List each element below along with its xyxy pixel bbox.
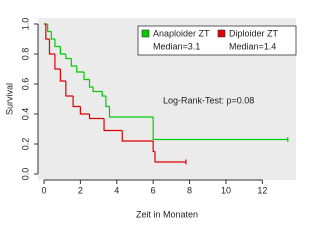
survival-step — [105, 96, 110, 108]
survival-step — [121, 130, 154, 142]
x-tick-label: 4 — [114, 185, 119, 195]
survival-step — [65, 81, 74, 97]
survival-step — [50, 31, 55, 40]
legend-swatch — [141, 29, 150, 38]
survival-step — [79, 106, 90, 115]
x-tick-label: 0 — [41, 185, 46, 195]
legend-note: Median=3.1 — [153, 41, 200, 51]
legend-box — [137, 25, 297, 56]
legend-label: Anaploider ZT — [153, 28, 210, 38]
survival-step — [59, 69, 66, 82]
y-tick-label: 1.0 — [20, 18, 30, 31]
x-tick-label: 10 — [221, 185, 231, 195]
y-tick-label: 0.8 — [20, 48, 30, 61]
survival-step — [45, 24, 50, 40]
survival-step — [59, 46, 66, 55]
x-tick-label: 12 — [257, 185, 267, 195]
chart: Survival Zeit in Monaten Log-Rank-Test: … — [4, 18, 297, 219]
y-axis-label: Survival — [4, 83, 14, 115]
y-tick-label: 0.4 — [20, 108, 30, 121]
survival-step — [70, 58, 77, 67]
survival-step — [152, 141, 155, 153]
survival-step — [72, 96, 81, 108]
x-tick-label: 6 — [151, 185, 156, 195]
survival-step — [88, 79, 94, 88]
annotation: Log-Rank-Test: p=0.08 — [163, 95, 254, 105]
survival-step — [108, 106, 154, 118]
survival-step — [101, 91, 106, 97]
survival-step — [48, 39, 55, 55]
survival-step — [154, 151, 186, 163]
y-tick-label: 0.2 — [20, 138, 30, 151]
x-tick-label: 8 — [187, 185, 192, 195]
y-tick-label: 0.6 — [20, 78, 30, 91]
legend-note: Median=1.4 — [229, 41, 276, 51]
survival-step — [76, 66, 85, 73]
survival-step — [103, 118, 123, 132]
y-tick-label: 0.0 — [20, 168, 30, 181]
x-axis-label: Zeit in Monaten — [136, 209, 198, 219]
x-tick-label: 2 — [78, 185, 83, 195]
survival-step — [92, 87, 103, 93]
survival-step — [65, 54, 72, 60]
legend-swatch — [217, 29, 226, 38]
survival-step — [88, 114, 105, 120]
survival-step — [152, 117, 288, 141]
legend-label: Diploider ZT — [229, 28, 279, 38]
survival-step — [54, 54, 61, 70]
survival-step — [83, 72, 90, 81]
survival-step — [54, 39, 61, 48]
survival-step — [47, 24, 52, 33]
